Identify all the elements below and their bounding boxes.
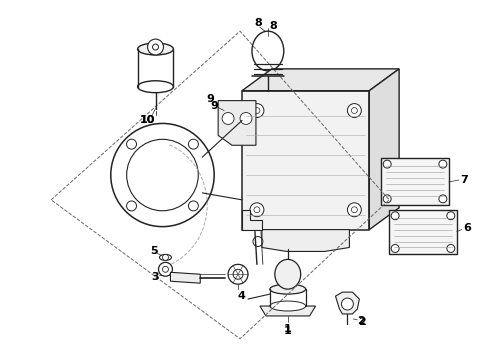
Circle shape <box>383 195 391 203</box>
Text: 2: 2 <box>358 316 365 326</box>
Text: 9: 9 <box>210 100 218 111</box>
Circle shape <box>347 203 361 217</box>
Circle shape <box>240 113 252 125</box>
Circle shape <box>253 237 263 247</box>
Text: 10: 10 <box>140 116 155 126</box>
Polygon shape <box>262 230 349 251</box>
Circle shape <box>189 139 198 149</box>
Polygon shape <box>222 111 250 138</box>
Circle shape <box>250 203 264 217</box>
Text: 2: 2 <box>359 317 366 327</box>
Text: 9: 9 <box>206 94 214 104</box>
Polygon shape <box>242 91 369 230</box>
Circle shape <box>189 201 198 211</box>
Polygon shape <box>260 306 316 316</box>
Polygon shape <box>381 158 449 205</box>
Ellipse shape <box>270 301 306 311</box>
Text: 8: 8 <box>269 21 277 31</box>
Polygon shape <box>218 100 256 145</box>
Polygon shape <box>242 69 399 91</box>
Polygon shape <box>389 210 457 255</box>
Circle shape <box>147 39 164 55</box>
Circle shape <box>351 108 357 113</box>
Polygon shape <box>336 292 359 314</box>
Circle shape <box>250 104 264 117</box>
Text: 4: 4 <box>237 291 245 301</box>
Circle shape <box>439 160 447 168</box>
Circle shape <box>439 195 447 203</box>
Circle shape <box>351 207 357 213</box>
Circle shape <box>347 104 361 117</box>
Circle shape <box>158 262 172 276</box>
Circle shape <box>111 123 214 227</box>
Circle shape <box>222 113 234 125</box>
Text: 3: 3 <box>152 272 159 282</box>
Circle shape <box>152 44 158 50</box>
Ellipse shape <box>252 31 284 71</box>
Polygon shape <box>369 69 399 230</box>
Polygon shape <box>242 210 262 230</box>
Circle shape <box>228 264 248 284</box>
Text: 8: 8 <box>254 18 262 28</box>
Circle shape <box>383 160 391 168</box>
Text: 1: 1 <box>284 324 292 334</box>
Circle shape <box>447 212 455 220</box>
Text: 5: 5 <box>150 247 157 256</box>
Circle shape <box>163 266 169 272</box>
Text: 7: 7 <box>460 175 467 185</box>
Circle shape <box>391 244 399 252</box>
Circle shape <box>163 255 169 260</box>
Circle shape <box>223 112 229 117</box>
Text: 10: 10 <box>140 116 155 126</box>
Polygon shape <box>171 272 200 283</box>
Ellipse shape <box>275 260 301 289</box>
Ellipse shape <box>138 81 173 93</box>
Circle shape <box>126 201 137 211</box>
Ellipse shape <box>159 255 171 260</box>
Circle shape <box>233 269 243 279</box>
Circle shape <box>254 207 260 213</box>
Circle shape <box>126 139 137 149</box>
Ellipse shape <box>270 284 306 294</box>
Circle shape <box>254 108 260 113</box>
Text: 6: 6 <box>463 222 471 233</box>
Ellipse shape <box>138 43 173 55</box>
Circle shape <box>342 298 353 310</box>
Circle shape <box>391 212 399 220</box>
Circle shape <box>447 244 455 252</box>
Text: 1: 1 <box>284 326 292 336</box>
Circle shape <box>127 139 198 211</box>
